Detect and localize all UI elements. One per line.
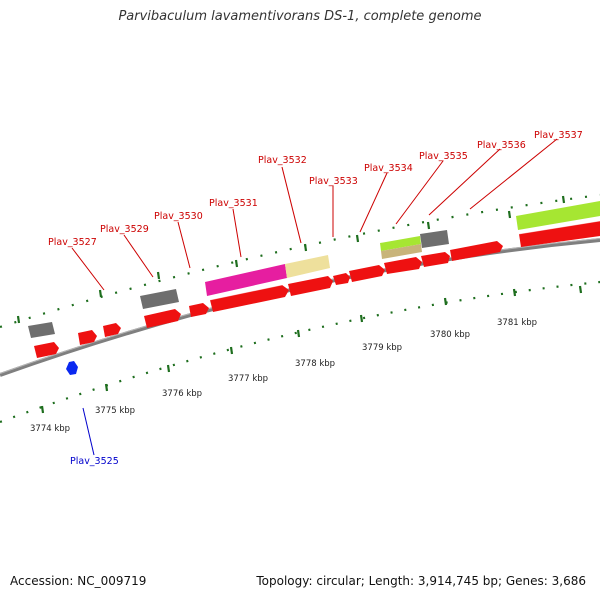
gene-arrows-plus bbox=[34, 221, 600, 358]
gene-block-lime bbox=[516, 201, 600, 230]
gene-block-gray bbox=[420, 230, 449, 248]
inner-major-ticks bbox=[40, 285, 583, 414]
gene-arrow bbox=[78, 330, 97, 345]
gene-label[interactable]: Plav_3531 bbox=[209, 198, 258, 209]
gene-arrow bbox=[189, 303, 209, 317]
gene-arrow bbox=[519, 221, 600, 247]
accession-text: Accession: NC_009719 bbox=[10, 574, 147, 588]
label-leader-minus bbox=[82, 407, 95, 456]
label-leaders bbox=[71, 138, 558, 291]
gene-label[interactable]: Plav_3532 bbox=[258, 155, 307, 166]
map-title: Parvibaculum lavamentivorans DS-1, compl… bbox=[118, 9, 482, 24]
gene-block-magenta bbox=[205, 264, 287, 296]
gene-label[interactable]: Plav_3537 bbox=[534, 130, 583, 141]
scale-label: 3779 kbp bbox=[362, 343, 402, 353]
gene-arrow bbox=[34, 342, 59, 358]
gene-block-gray bbox=[28, 322, 55, 338]
genome-backbone bbox=[0, 238, 600, 377]
scale-label: 3774 kbp bbox=[30, 424, 70, 434]
gene-arrow bbox=[210, 285, 289, 312]
scale-label: 3777 kbp bbox=[228, 374, 268, 384]
gene-block-khaki bbox=[285, 255, 330, 278]
gene-arrow bbox=[103, 323, 121, 337]
gene-label[interactable]: Plav_3530 bbox=[154, 211, 203, 222]
gene-label[interactable]: Plav_3536 bbox=[477, 140, 526, 151]
scale-label: 3776 kbp bbox=[162, 389, 202, 399]
gene-arrow bbox=[450, 241, 503, 261]
scale-label: 3780 kbp bbox=[430, 330, 470, 340]
gene-arrow bbox=[421, 252, 450, 267]
gene-block-gray bbox=[140, 289, 179, 309]
gene-arrow-highlights bbox=[209, 220, 600, 301]
gene-arrow bbox=[333, 273, 350, 285]
feature-track-outer bbox=[28, 201, 600, 338]
gene-label[interactable]: Plav_3533 bbox=[309, 176, 358, 187]
gene-block-khaki bbox=[381, 244, 422, 259]
topology-text: Topology: circular; Length: 3,914,745 bp… bbox=[256, 574, 586, 588]
gene-label[interactable]: Plav_3535 bbox=[419, 151, 468, 162]
gene-arrow bbox=[384, 257, 422, 274]
scale-label: 3775 kbp bbox=[95, 406, 135, 416]
genome-backbone-highlight bbox=[0, 238, 600, 374]
gene-arrow bbox=[349, 265, 385, 282]
outer-major-ticks bbox=[16, 195, 566, 324]
gene-block-lime bbox=[380, 236, 421, 251]
scale-label: 3778 kbp bbox=[295, 359, 335, 369]
gene-label[interactable]: Plav_3527 bbox=[48, 237, 97, 248]
gene-arrow bbox=[144, 309, 181, 328]
gene-arrow bbox=[288, 276, 333, 296]
inner-tick-track bbox=[0, 280, 600, 424]
scale-label: 3781 kbp bbox=[497, 318, 537, 328]
gene-label[interactable]: Plav_3525 bbox=[70, 456, 119, 467]
gene-label[interactable]: Plav_3534 bbox=[364, 163, 413, 174]
gene-label[interactable]: Plav_3529 bbox=[100, 224, 149, 235]
gene-arrow-minus[interactable] bbox=[66, 361, 78, 375]
